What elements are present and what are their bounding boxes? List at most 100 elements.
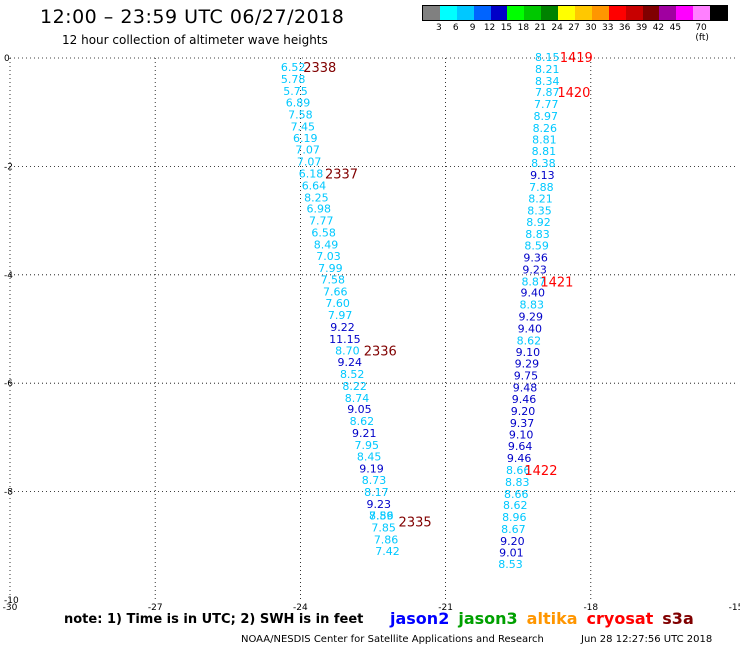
wave-height-label: 8.97 (534, 110, 559, 123)
wave-height-label: 8.26 (533, 122, 558, 135)
wave-height-label: 7.85 (371, 521, 396, 534)
wave-height-label: 9.21 (352, 427, 377, 440)
track-number-label: 2338 (303, 61, 336, 76)
wave-height-label: 9.40 (520, 287, 545, 300)
wave-height-label: 8.34 (535, 75, 560, 88)
legend-swatch (575, 6, 592, 20)
wave-height-label: 9.20 (511, 405, 536, 418)
wave-height-label: 6.64 (302, 179, 327, 192)
wave-height-label: 9.19 (359, 462, 384, 475)
wave-height-label: 9.29 (519, 311, 544, 324)
legend-labels: 3 6 9 12 15 18 21 24 27 30 33 36 39 42 45 70 (ft) (422, 23, 728, 43)
track-number-label: 2335 (399, 515, 432, 530)
wave-height-label: 11.15 (329, 333, 361, 346)
legend-label: 36 (618, 23, 631, 33)
legend-label: 42 (652, 23, 665, 33)
wave-height-label: 6.98 (307, 203, 332, 216)
legend-swatch (456, 6, 474, 20)
wave-height-label: 8.87 (521, 275, 546, 288)
legend-swatch (710, 6, 728, 20)
y-tick-label: -8 (4, 488, 13, 498)
legend-swatch (608, 6, 626, 20)
wave-height-label: 7.89 (369, 509, 394, 522)
wave-height-label: 9.20 (500, 535, 525, 548)
chart-title: 12:00 – 23:59 UTC 06/27/2018 (40, 6, 345, 28)
footer-timestamp: Jun 28 12:27:56 UTC 2018 (581, 634, 713, 645)
legend-label: 30 (585, 23, 597, 33)
legend-swatch (490, 6, 508, 20)
wave-height-label: 8.92 (526, 216, 551, 229)
legend-swatch (693, 6, 711, 20)
wave-height-label: 8.62 (517, 334, 542, 347)
wave-height-label: 8.96 (502, 511, 527, 524)
wave-height-label: 9.64 (508, 440, 533, 453)
wave-height-label: 8.83 (525, 228, 550, 241)
wave-height-label: 7.99 (318, 262, 343, 275)
wave-height-label: 9.01 (499, 546, 524, 559)
wave-height-label: 9.46 (507, 452, 532, 465)
track-number-label: 1420 (557, 86, 590, 101)
wave-height-label: 8.62 (503, 499, 528, 512)
legend-label: 15 (500, 23, 513, 33)
y-tick-label: -4 (4, 271, 13, 281)
wave-height-label: 7.58 (321, 274, 346, 287)
wave-height-label: 8.17 (364, 486, 389, 499)
wave-height-label: 8.38 (531, 157, 556, 170)
wave-height-label: 6.89 (286, 96, 311, 109)
wave-height-label: 8.25 (304, 191, 329, 204)
legend-label: 45 (669, 23, 682, 33)
x-tick-label: -15 (729, 603, 740, 613)
wave-height-label: 8.70 (335, 345, 360, 358)
legend-swatch (473, 6, 491, 20)
track-number-label: 1421 (540, 275, 573, 290)
wave-height-label: 8.81 (532, 133, 557, 146)
footer-note: note: 1) Time is in UTC; 2) SWH is in fe… (64, 612, 364, 627)
legend-label: 6 (452, 23, 459, 33)
legend-swatch (642, 6, 660, 20)
legend-label: 18 (517, 23, 530, 33)
wave-height-label: 7.45 (291, 120, 316, 133)
wave-height-label: 7.88 (529, 181, 554, 194)
mission-cryosat: cryosat (586, 609, 654, 628)
wave-height-label: 9.29 (515, 358, 540, 371)
wave-height-label: 9.37 (510, 417, 535, 430)
track-number-label: 2337 (325, 167, 358, 182)
wave-height-label: 8.21 (535, 63, 560, 76)
legend-label: 33 (602, 23, 614, 33)
wave-height-label: 6.19 (293, 132, 318, 145)
wave-height-label: 8.49 (314, 238, 339, 251)
wave-height-label: 9.05 (347, 403, 372, 416)
wave-height-label: 7.77 (309, 215, 334, 228)
wave-height-label: 9.10 (509, 429, 534, 442)
wave-height-label: 8.35 (527, 204, 552, 217)
legend-label: 21 (534, 23, 546, 33)
wave-height-label: 8.73 (362, 474, 387, 487)
legend-swatch (558, 6, 576, 20)
wave-height-label: 7.66 (323, 286, 348, 299)
legend-swatch (625, 6, 643, 20)
wave-height-label: 7.07 (295, 144, 320, 157)
wave-height-label: 7.03 (316, 250, 341, 263)
footer-credit: NOAA/NESDIS Center for Satellite Applica… (241, 634, 544, 645)
legend-label: 70 (ft) (695, 23, 709, 43)
chart-subtitle: 12 hour collection of altimeter wave hei… (62, 33, 328, 47)
wave-height-label: 7.97 (328, 309, 353, 322)
y-tick-label: 0 (4, 54, 10, 64)
wave-height-label: 8.74 (345, 392, 370, 405)
wave-height-label: 7.77 (534, 98, 559, 111)
wave-height-label: 8.83 (520, 299, 545, 312)
mission-s3a: s3a (662, 609, 694, 628)
wave-height-label: 8.67 (501, 523, 526, 536)
legend-label: 27 (568, 23, 580, 33)
wave-height-label: 8.81 (532, 145, 557, 158)
wave-height-label: 9.75 (514, 370, 539, 383)
legend-label: 24 (551, 23, 563, 33)
wave-height-label: 6.18 (299, 167, 324, 180)
y-tick-label: -2 (4, 162, 13, 172)
x-tick-label: -18 (583, 603, 598, 613)
wave-height-label: 9.22 (330, 321, 355, 334)
legend-swatch (591, 6, 609, 20)
wave-height-label: 6.58 (311, 227, 336, 240)
wave-height-label: 9.23 (522, 263, 547, 276)
legend-label: 39 (635, 23, 648, 33)
